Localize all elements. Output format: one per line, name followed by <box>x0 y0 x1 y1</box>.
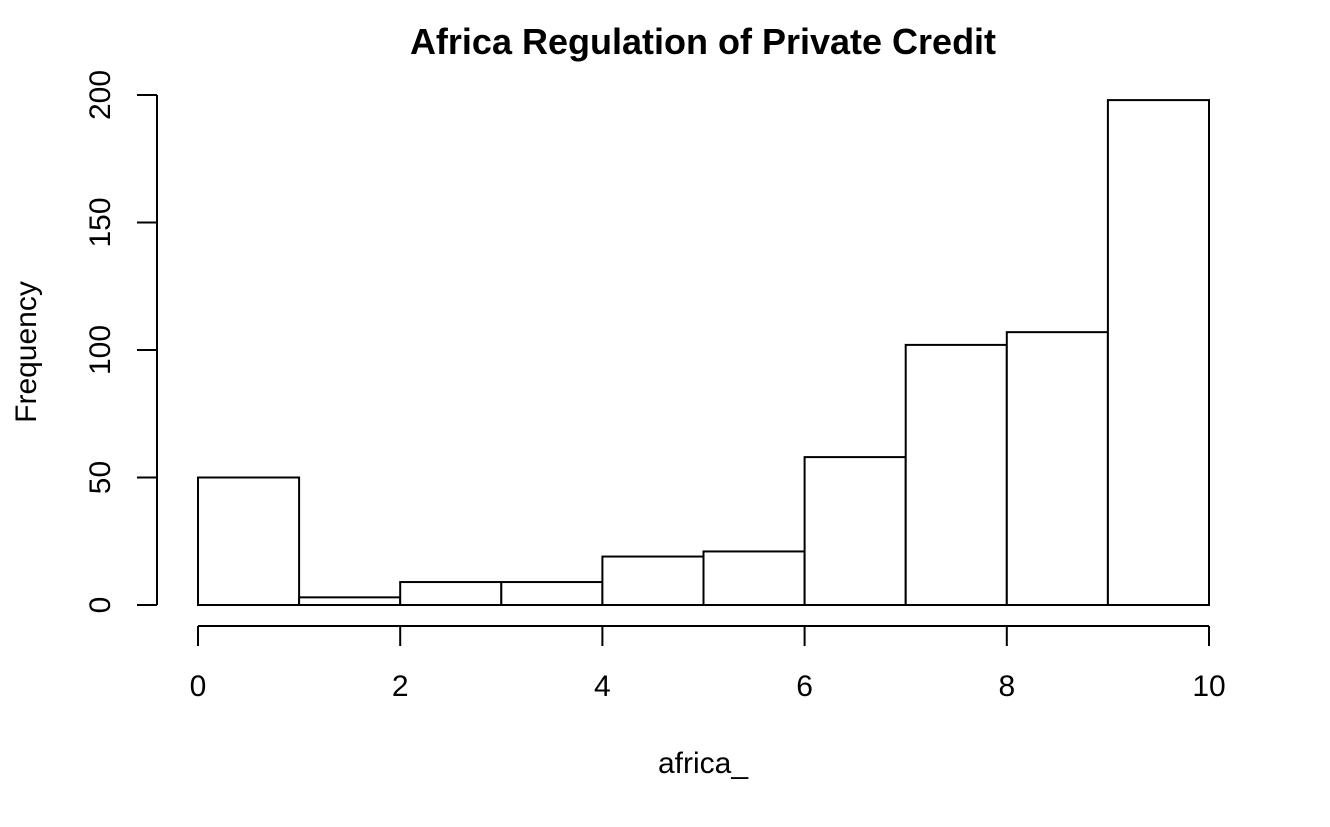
x-tick-label-5: 10 <box>1192 670 1225 703</box>
histogram-bar-9 <box>1106 99 1211 606</box>
histogram-bar-0 <box>197 476 301 606</box>
y-tick-label-4: 200 <box>84 70 117 120</box>
histogram-bar-1 <box>298 596 402 606</box>
histogram-bar-7 <box>904 343 1008 606</box>
x-tick-label-3: 6 <box>796 670 813 703</box>
x-axis: 0 2 4 6 8 10 <box>190 625 1226 703</box>
histogram-bars <box>197 99 1211 607</box>
x-tick-label-4: 8 <box>998 670 1015 703</box>
histogram-bar-4 <box>601 555 705 606</box>
histogram-bar-3 <box>500 581 604 606</box>
chart-title: Africa Regulation of Private Credit <box>410 21 996 62</box>
y-tick-label-0: 0 <box>84 597 117 614</box>
histogram-bar-8 <box>1005 331 1109 606</box>
x-tick-label-0: 0 <box>190 670 207 703</box>
y-axis: 0 50 100 150 200 <box>84 70 158 614</box>
x-tick-label-1: 2 <box>392 670 409 703</box>
y-tick-label-1: 50 <box>84 461 117 494</box>
histogram-bar-2 <box>399 581 503 606</box>
histogram-bar-6 <box>803 456 907 606</box>
x-axis-label: africa_ <box>658 747 749 780</box>
histogram-bar-5 <box>702 550 806 607</box>
x-tick-label-2: 4 <box>594 670 611 703</box>
y-tick-label-3: 150 <box>84 197 117 247</box>
y-tick-label-2: 100 <box>84 325 117 375</box>
y-axis-label: Frequency <box>10 281 43 423</box>
